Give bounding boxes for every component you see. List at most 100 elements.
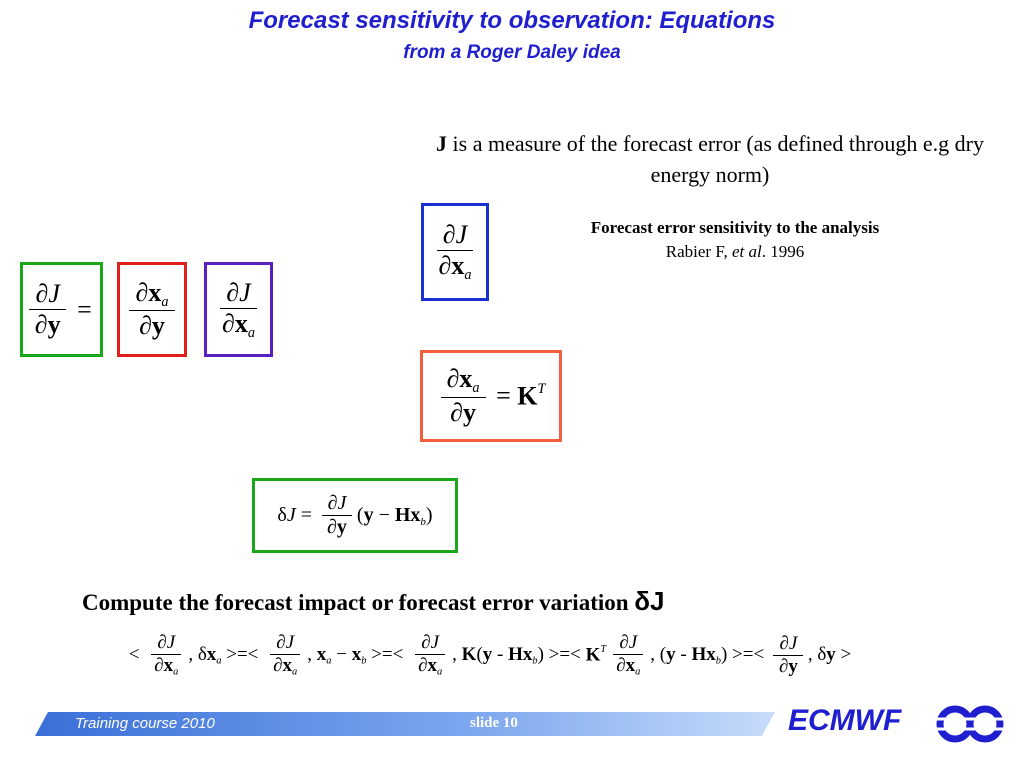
math-text: ∂	[438, 251, 452, 281]
title: Forecast sensitivity to observation: Equ…	[248, 7, 776, 34]
math-text: x	[706, 643, 716, 665]
math-text: x	[163, 654, 174, 676]
denominator: ∂y	[773, 656, 804, 678]
note: J is a measure of the forecast error (as…	[420, 128, 1000, 190]
etal: et al	[731, 242, 762, 261]
year: . 1996	[761, 242, 805, 261]
math-text: K	[517, 381, 538, 411]
math-group: xa	[451, 251, 471, 283]
math-text: J	[430, 632, 440, 653]
math-text: x	[234, 308, 248, 338]
fraction: ∂J ∂xa	[216, 278, 261, 341]
math-group: xb	[706, 644, 721, 667]
superscript: T	[537, 380, 546, 397]
denominator: ∂xa	[267, 655, 303, 679]
math-text: ∂	[226, 277, 240, 307]
math-text: ∂	[34, 310, 48, 339]
math-text: δ	[277, 504, 287, 526]
math-text: , δ	[807, 644, 827, 666]
math-text: -	[492, 644, 509, 666]
math-text: −	[373, 504, 395, 526]
math-text: J	[455, 220, 468, 250]
fraction: ∂xa ∂y	[440, 364, 486, 428]
math-text: -	[675, 644, 692, 666]
math-text: x	[410, 503, 421, 526]
math-text: ∂	[157, 632, 167, 653]
equation: ∂J ∂y =	[25, 279, 99, 340]
math-group: xa	[207, 644, 222, 667]
math-text: y	[336, 516, 347, 538]
numerator: ∂J	[220, 277, 257, 309]
math-text: ∂	[221, 308, 235, 338]
math-text: (	[476, 644, 483, 666]
note-symbol: J	[436, 131, 448, 156]
math-text: , (	[650, 644, 667, 666]
logo-lines	[936, 717, 1004, 731]
math-text: , δ	[188, 644, 207, 666]
math-group: xa	[283, 655, 298, 678]
math-text: ∂	[421, 632, 431, 653]
numerator: ∂J	[773, 632, 804, 656]
math-text: ∂	[276, 632, 286, 653]
denominator: ∂y	[444, 398, 482, 428]
equation-box: ∂xa ∂y = KT	[420, 350, 562, 442]
equation: ∂J ∂xa	[212, 278, 265, 341]
superscript: T	[600, 644, 607, 656]
math-group: xb	[352, 644, 367, 667]
math-text: J	[48, 279, 60, 309]
math-group: xa	[625, 654, 641, 678]
math-text: K	[585, 644, 601, 666]
denominator: ∂y	[29, 310, 67, 340]
math-text: y	[826, 644, 836, 666]
math-text: (	[356, 504, 364, 526]
math-text: J	[286, 504, 296, 526]
math-text: ,	[452, 644, 462, 666]
note-text: is a measure of the forecast error (as d…	[447, 131, 984, 187]
footer-course: Training course 2010	[75, 715, 215, 732]
math-text: J	[239, 277, 251, 307]
math-text: ∂	[619, 632, 629, 653]
math-text: >=<	[366, 644, 409, 666]
fraction: ∂xa ∂y	[129, 278, 175, 341]
math-text: ∂	[273, 654, 283, 676]
long-equation: < ∂J ∂xa, δ xa >=< ∂J ∂xa, xa − xb >=< ∂J ∂x…	[40, 632, 940, 679]
math-text: ) >=<	[720, 644, 769, 666]
math-group: xa	[163, 654, 179, 678]
logo-mark	[936, 705, 1004, 743]
math-text: >=<	[221, 644, 264, 666]
equation-box: ∂xa ∂y	[117, 262, 187, 357]
math-text: x	[427, 654, 437, 676]
compute-label: Compute the forecast impact or forecast …	[82, 590, 635, 615]
math-text: J	[788, 632, 798, 654]
subscript: a	[635, 666, 641, 678]
subscript: b	[420, 515, 426, 528]
subscript: b	[361, 655, 367, 667]
subscript: b	[532, 655, 538, 667]
math-group: xa	[234, 308, 255, 341]
math-text: y	[363, 504, 374, 526]
fraction: ∂J ∂y	[321, 492, 353, 539]
math-text: y	[47, 310, 61, 339]
subscript: a	[173, 666, 179, 678]
fraction: ∂J ∂y	[773, 633, 804, 678]
math-text: J	[166, 632, 176, 653]
numerator: ∂xa	[440, 364, 486, 398]
logo-text: ECMWF	[788, 704, 902, 737]
math-text: ∂	[35, 279, 49, 309]
footer-bar	[35, 712, 775, 736]
denominator: ∂y	[133, 311, 171, 341]
math-text: ∂	[154, 654, 164, 676]
math-text: =	[70, 294, 99, 324]
equation: ∂xa ∂y = KT	[437, 364, 546, 428]
fraction: ∂J ∂xa	[412, 632, 448, 679]
math-text: x	[625, 654, 636, 676]
subscript: a	[292, 666, 298, 678]
footer-graphics	[35, 705, 1004, 743]
math-text: J	[285, 632, 295, 653]
math-text: y	[666, 644, 676, 666]
math-group: xa	[317, 644, 332, 667]
math-group: xa	[427, 654, 442, 678]
math-text: >	[835, 644, 852, 666]
